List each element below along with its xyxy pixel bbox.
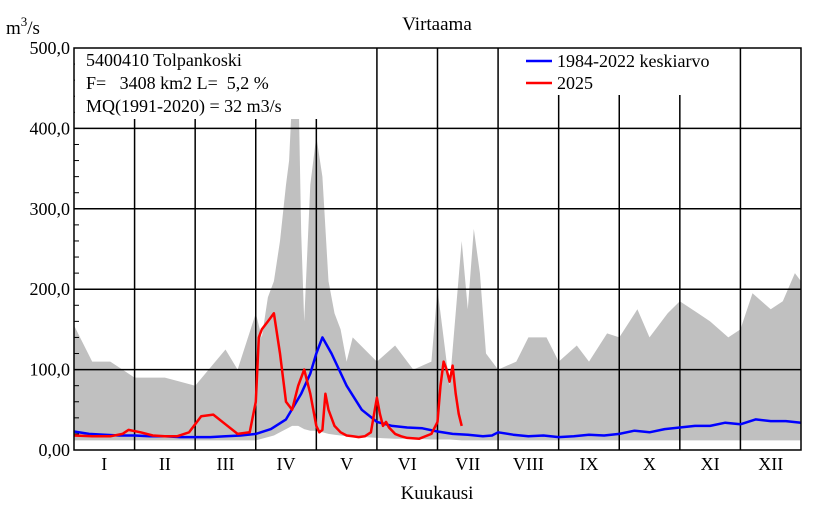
legend-bg bbox=[520, 47, 739, 95]
y-tick-label: 300,0 bbox=[30, 199, 71, 219]
y-tick-label: 0,00 bbox=[39, 440, 71, 460]
plot-frame bbox=[73, 47, 802, 451]
chart-title: Virtaama bbox=[402, 14, 472, 35]
month-label: XI bbox=[701, 454, 720, 474]
y-tick-labels: 0,00 100,0 200,0 300,0 400,0 500,0 bbox=[30, 38, 71, 460]
month-label: IV bbox=[277, 454, 296, 474]
month-label: VII bbox=[455, 454, 480, 474]
legend-label-mean: 1984-2022 keskiarvo bbox=[557, 51, 709, 71]
y-tick-label: 500,0 bbox=[30, 38, 71, 58]
info-box-bg bbox=[75, 47, 335, 119]
y-tick-label: 200,0 bbox=[30, 279, 71, 299]
month-label: V bbox=[340, 454, 353, 474]
y-tick-label: 400,0 bbox=[30, 118, 71, 138]
y-tick-label: 100,0 bbox=[30, 360, 71, 380]
x-axis-label: Kuukausi bbox=[401, 483, 474, 504]
month-label: X bbox=[643, 454, 656, 474]
legend-label-current: 2025 bbox=[557, 73, 593, 93]
catchment-info: F= 3408 km2 L= 5,2 % bbox=[86, 73, 269, 93]
month-label: III bbox=[216, 454, 234, 474]
month-label: XII bbox=[758, 454, 783, 474]
month-label: II bbox=[159, 454, 171, 474]
series-line-mean bbox=[73, 336, 802, 439]
month-label: VI bbox=[398, 454, 417, 474]
month-label: IX bbox=[579, 454, 598, 474]
month-labels: I II III IV V VI VII VIII IX X XI XII bbox=[101, 454, 783, 474]
month-label: I bbox=[101, 454, 107, 474]
month-label: VIII bbox=[513, 454, 544, 474]
y-axis-unit: m3/s bbox=[6, 14, 40, 39]
series-line-2025 bbox=[73, 312, 463, 440]
grid bbox=[74, 47, 801, 451]
mean-flow-info: MQ(1991-2020) = 32 m3/s bbox=[86, 96, 282, 117]
station-name: 5400410 Tolpankoski bbox=[86, 50, 242, 70]
series-lines bbox=[73, 312, 802, 440]
